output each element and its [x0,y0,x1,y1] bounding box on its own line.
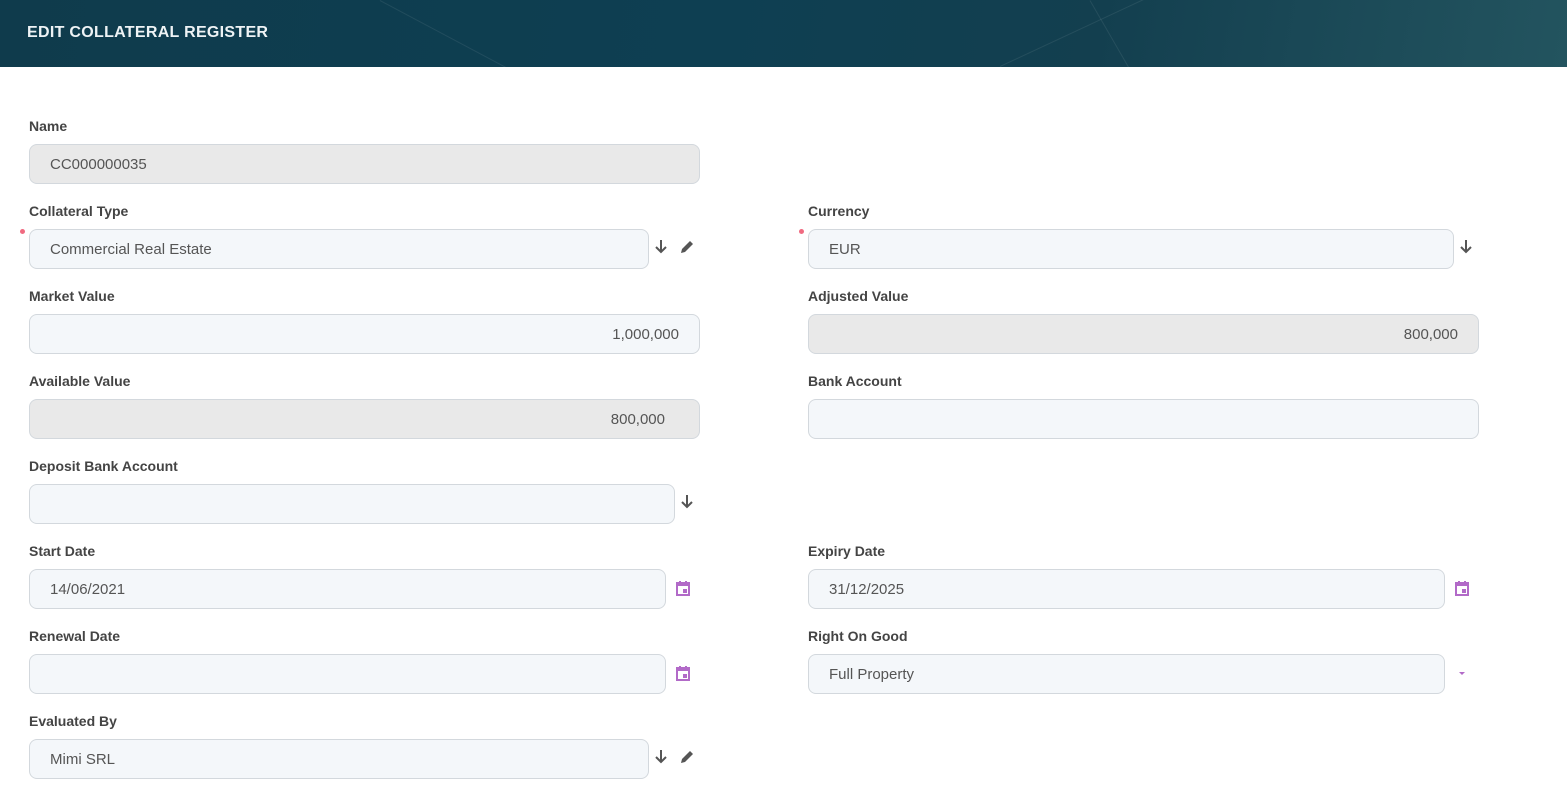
collateral-type-field[interactable]: Commercial Real Estate [29,229,649,269]
arrow-down-icon[interactable] [652,238,670,256]
header-decoration [999,0,1182,67]
currency-field[interactable]: EUR [808,229,1454,269]
right-on-good-label: Right On Good [808,628,908,644]
available-value-label: Available Value [29,373,131,389]
renewal-date-label: Renewal Date [29,628,121,644]
arrow-down-icon[interactable] [678,493,696,511]
required-indicator [799,229,804,234]
page-header: EDIT COLLATERAL REGISTER [0,0,1567,67]
available-value-field[interactable]: 800,000 [29,399,700,439]
caret-down-icon[interactable] [1453,664,1471,682]
calendar-icon[interactable] [1453,579,1471,597]
pencil-icon[interactable] [678,238,696,256]
deposit-bank-account-label: Deposit Bank Account [29,458,178,474]
bank-account-field[interactable] [808,399,1479,439]
renewal-date-field[interactable] [29,654,666,694]
adjusted-value-label: Adjusted Value [808,288,909,304]
adjusted-value-field[interactable]: 800,000 [808,314,1479,354]
calendar-icon[interactable] [674,664,692,682]
arrow-down-icon[interactable] [1457,238,1475,256]
right-on-good-select[interactable]: Full Property [808,654,1445,694]
market-value-field[interactable]: 1,000,000 [29,314,700,354]
header-decoration [379,0,610,67]
evaluated-by-field[interactable]: Mimi SRL [29,739,649,779]
market-value-label: Market Value [29,288,115,304]
calendar-icon[interactable] [674,579,692,597]
name-label: Name [29,118,68,134]
name-field[interactable]: CC000000035 [29,144,700,184]
page-title: EDIT COLLATERAL REGISTER [27,24,269,41]
pencil-icon[interactable] [678,748,696,766]
evaluated-by-label: Evaluated By [29,713,117,729]
collateral-type-label: Collateral Type [29,203,129,219]
start-date-label: Start Date [29,543,96,559]
arrow-down-icon[interactable] [652,748,670,766]
expiry-date-field[interactable]: 31/12/2025 [808,569,1445,609]
start-date-field[interactable]: 14/06/2021 [29,569,666,609]
required-indicator [20,229,25,234]
expiry-date-label: Expiry Date [808,543,886,559]
currency-label: Currency [808,203,870,219]
bank-account-label: Bank Account [808,373,902,389]
deposit-bank-account-field[interactable] [29,484,675,524]
